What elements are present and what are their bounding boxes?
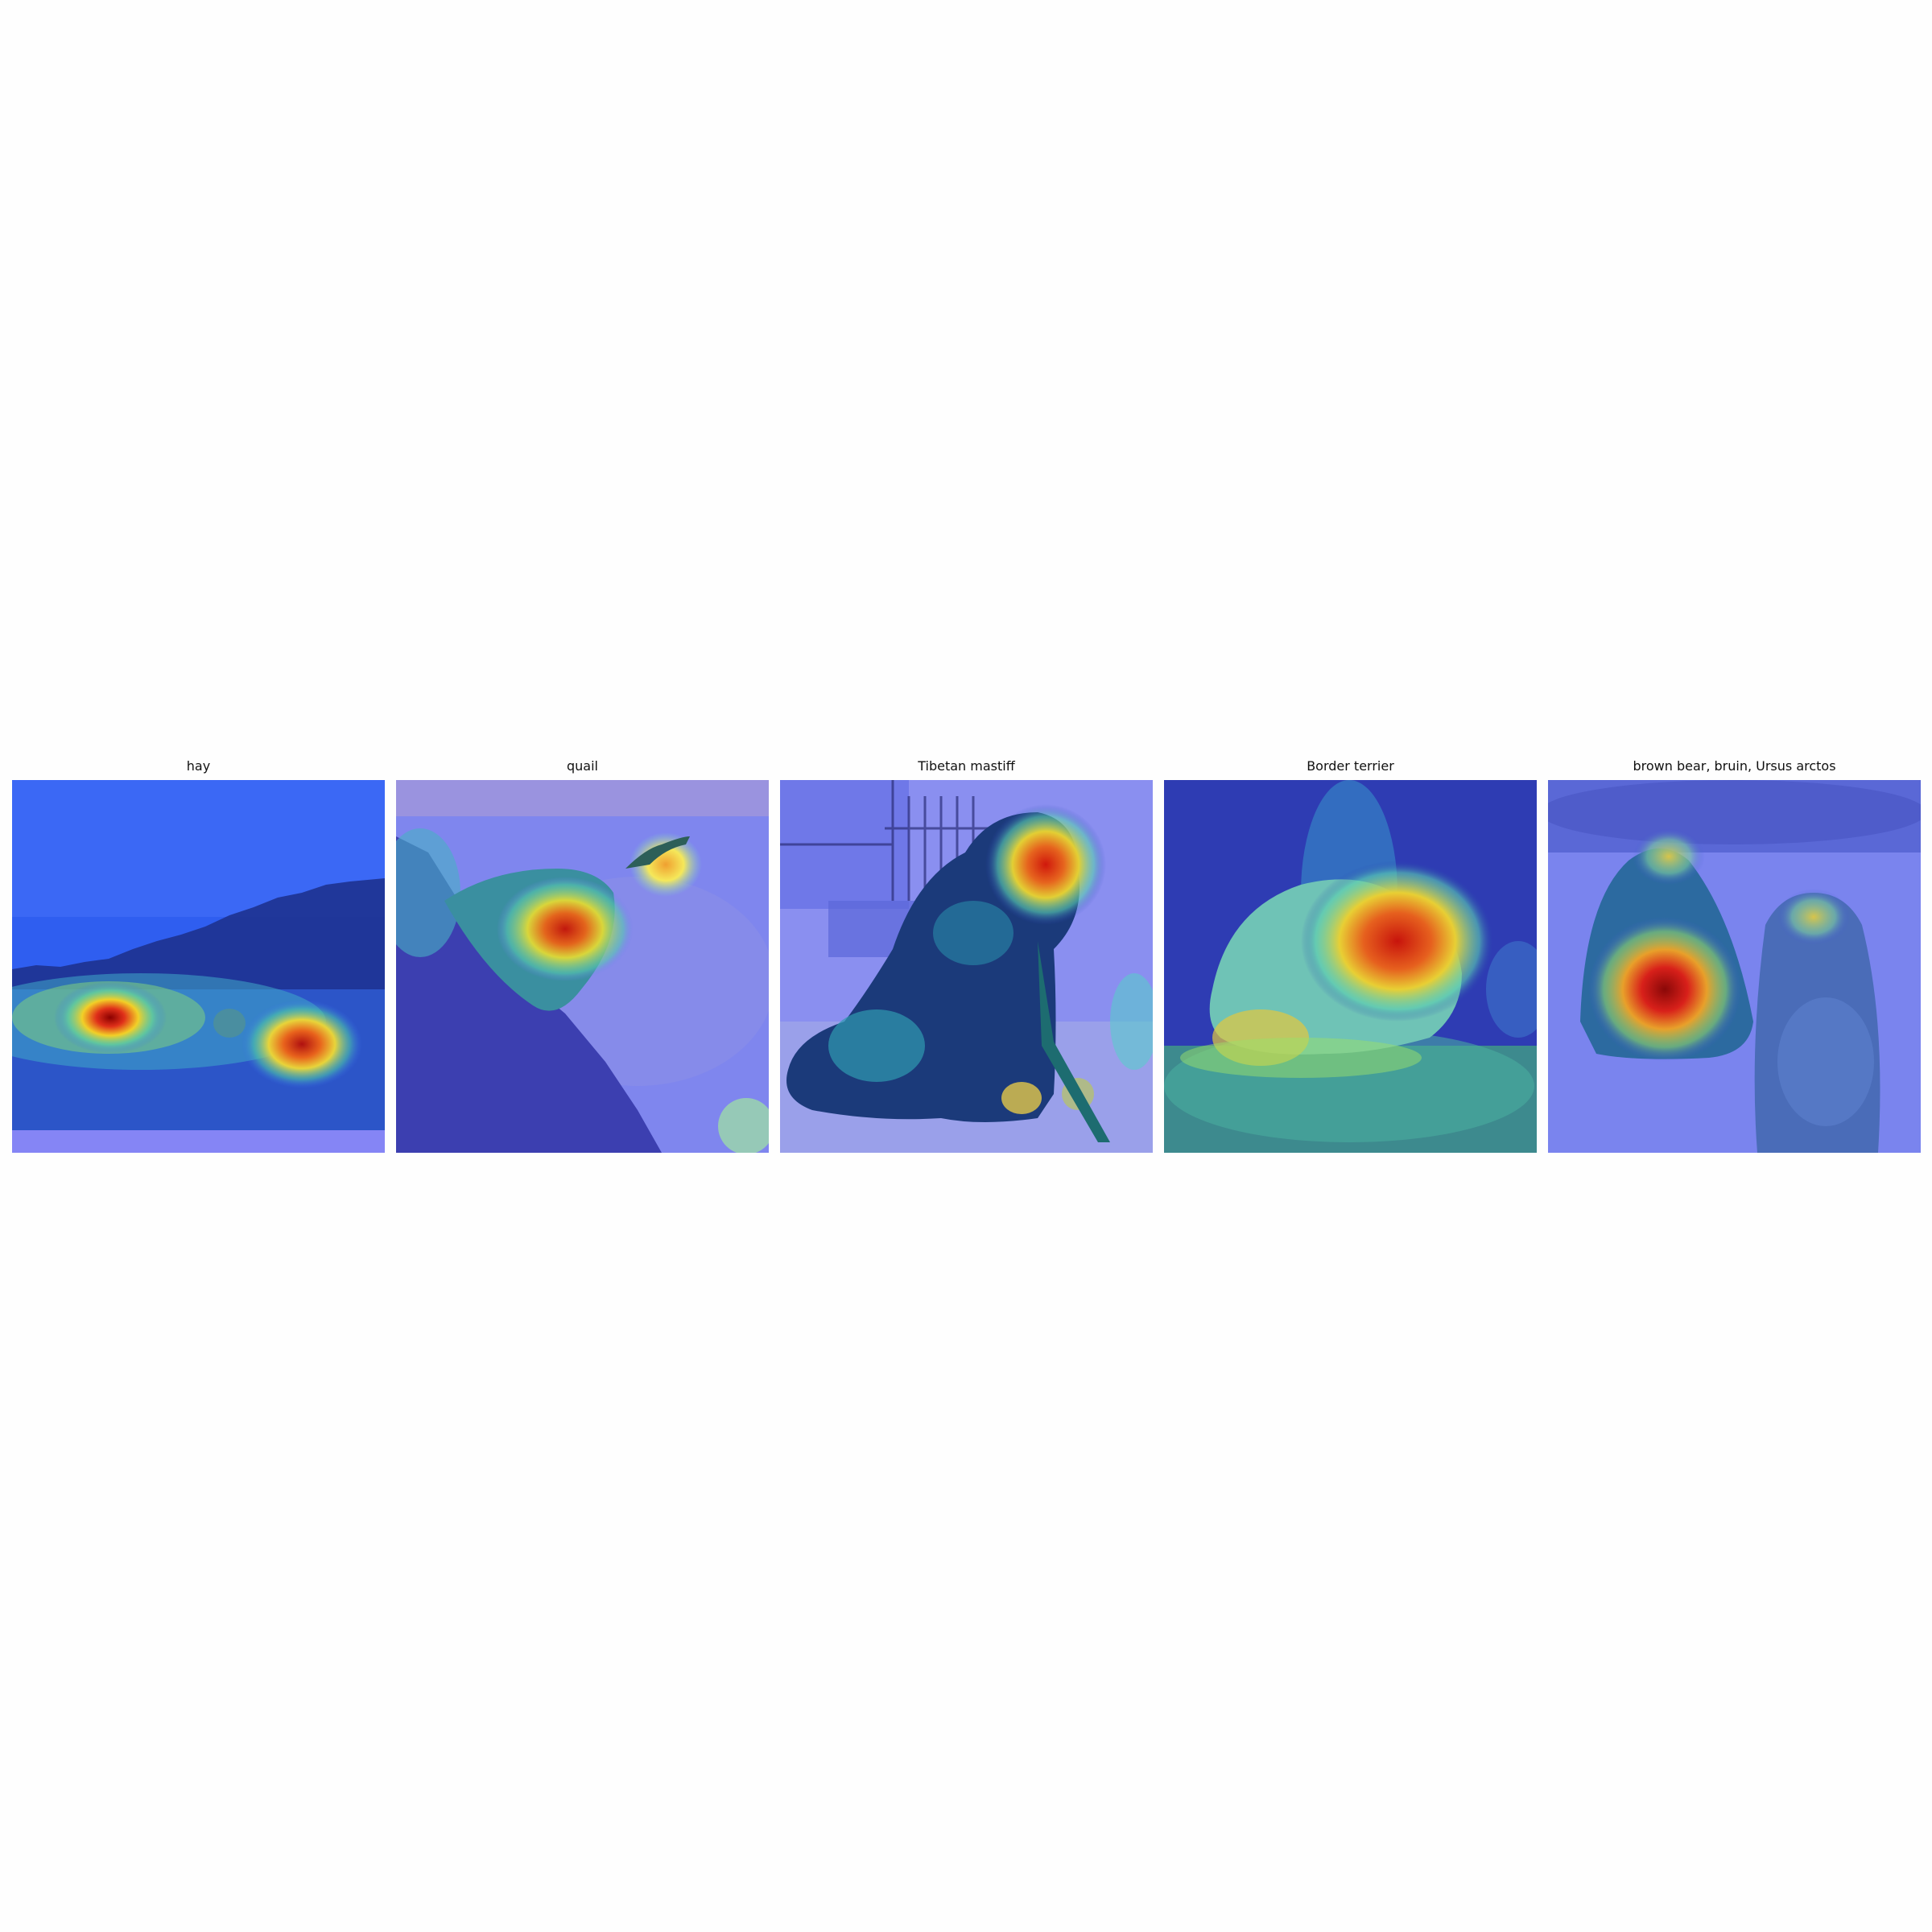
- panel-title: brown bear, bruin, Ursus arctos: [1633, 758, 1836, 774]
- heatmap-image: [1548, 780, 1921, 1153]
- panel-title: quail: [567, 758, 598, 774]
- panel-title: Tibetan mastiff: [918, 758, 1015, 774]
- heatmap-image: [780, 780, 1153, 1153]
- heatmap-image: [12, 780, 385, 1153]
- panel-title: Border terrier: [1307, 758, 1394, 774]
- panel-title: hay: [186, 758, 211, 774]
- heatmap-image: [1164, 780, 1537, 1153]
- heatmap-image: [396, 780, 769, 1153]
